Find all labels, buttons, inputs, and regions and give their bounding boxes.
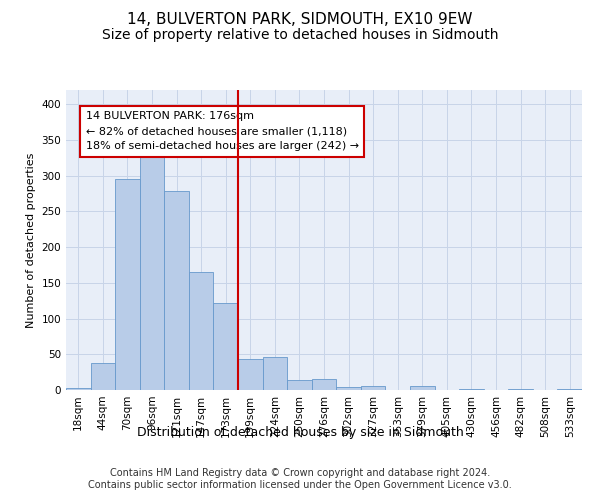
Bar: [459, 388, 484, 390]
Bar: [238, 358, 263, 390]
Bar: [312, 380, 336, 390]
Bar: [361, 386, 385, 390]
Text: Size of property relative to detached houses in Sidmouth: Size of property relative to detached ho…: [102, 28, 498, 42]
Bar: [263, 357, 287, 390]
Text: 14, BULVERTON PARK, SIDMOUTH, EX10 9EW: 14, BULVERTON PARK, SIDMOUTH, EX10 9EW: [127, 12, 473, 28]
Bar: [214, 303, 238, 390]
Bar: [91, 363, 115, 390]
Text: Distribution of detached houses by size in Sidmouth: Distribution of detached houses by size …: [137, 426, 463, 439]
Bar: [66, 388, 91, 390]
Text: 14 BULVERTON PARK: 176sqm
← 82% of detached houses are smaller (1,118)
18% of se: 14 BULVERTON PARK: 176sqm ← 82% of detac…: [86, 112, 359, 151]
Bar: [189, 272, 214, 390]
Y-axis label: Number of detached properties: Number of detached properties: [26, 152, 36, 328]
Bar: [164, 192, 189, 390]
Bar: [410, 386, 434, 390]
Text: Contains HM Land Registry data © Crown copyright and database right 2024.: Contains HM Land Registry data © Crown c…: [110, 468, 490, 477]
Bar: [140, 156, 164, 390]
Bar: [115, 178, 140, 390]
Bar: [336, 387, 361, 390]
Text: Contains public sector information licensed under the Open Government Licence v3: Contains public sector information licen…: [88, 480, 512, 490]
Bar: [287, 380, 312, 390]
